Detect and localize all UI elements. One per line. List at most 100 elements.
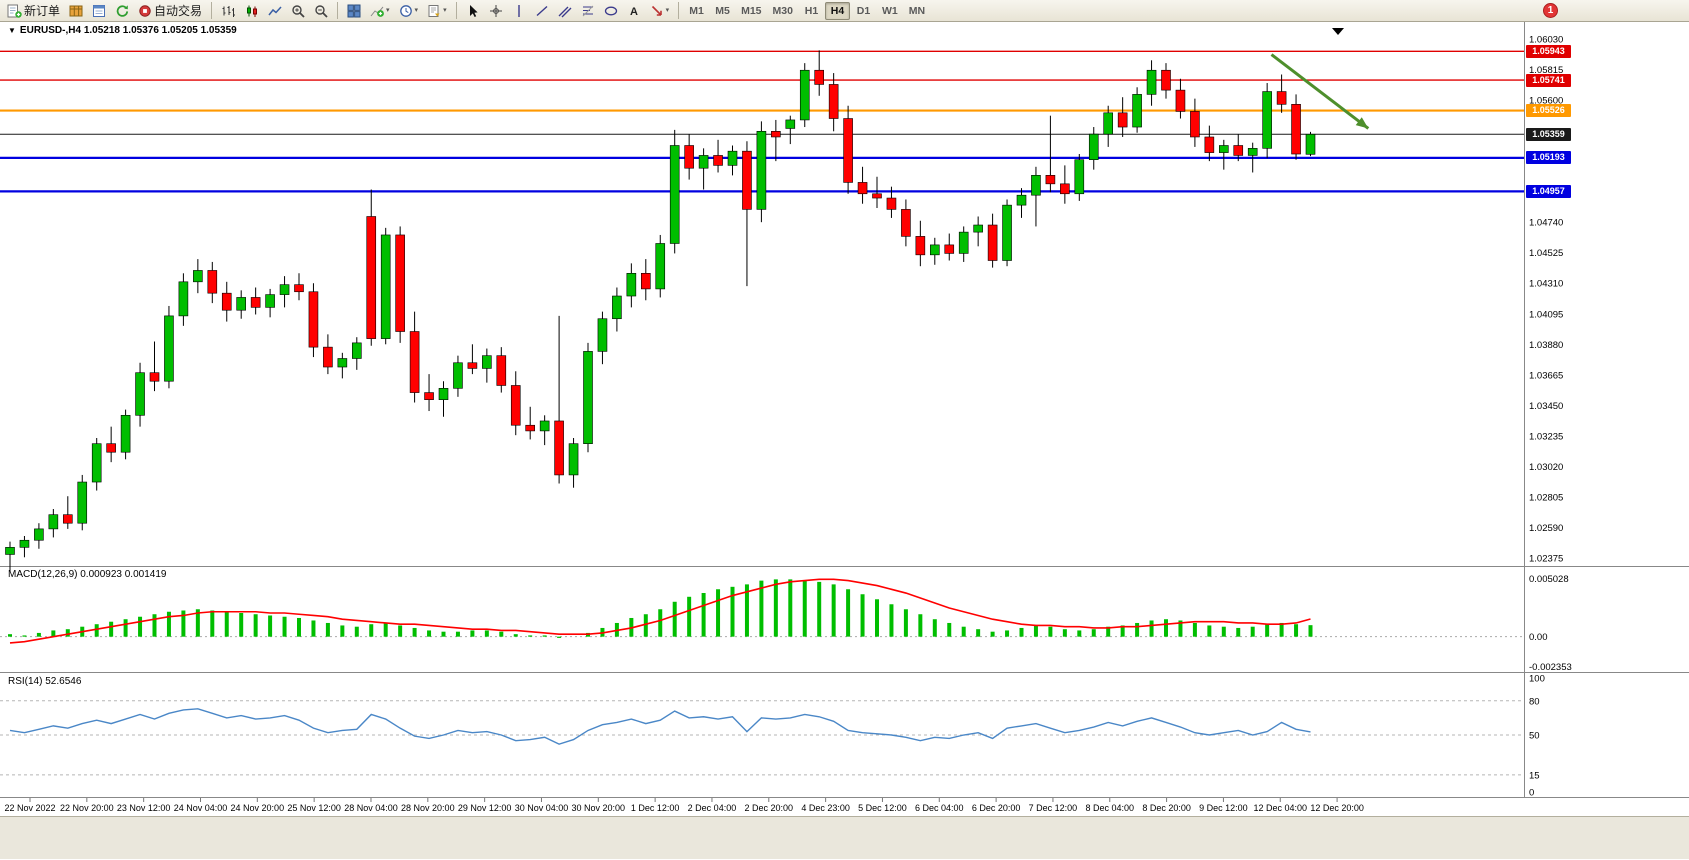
svg-text:22 Nov 2022: 22 Nov 2022 — [4, 803, 55, 813]
arrow-tool-icon — [651, 5, 662, 16]
channel-button[interactable] — [554, 1, 576, 21]
svg-text:1.03020: 1.03020 — [1529, 462, 1563, 473]
refresh-button[interactable] — [111, 1, 133, 21]
toolbar-separator — [211, 2, 213, 19]
auto-trading-icon — [139, 4, 151, 17]
price-badge: 1.05741 — [1526, 73, 1571, 87]
price-badge: 1.05359 — [1526, 127, 1571, 141]
periods-button[interactable]: ▾ — [395, 1, 423, 21]
dropdown-caret-icon: ▾ — [414, 7, 419, 14]
price-badge: 1.04957 — [1526, 184, 1571, 198]
shapes-button[interactable] — [600, 1, 622, 21]
new-order-icon — [7, 4, 22, 18]
svg-text:5 Dec 12:00: 5 Dec 12:00 — [858, 803, 907, 813]
new-order-button[interactable]: 新订单 — [3, 1, 64, 21]
svg-text:6 Dec 04:00: 6 Dec 04:00 — [915, 803, 964, 813]
clock-icon — [399, 4, 412, 17]
svg-text:A: A — [630, 6, 638, 18]
indicators-icon — [370, 6, 384, 17]
timeframe-d1-button[interactable]: D1 — [856, 4, 871, 17]
zoom-out-icon — [315, 4, 328, 18]
line-chart-button[interactable] — [264, 1, 286, 21]
svg-text:1.02375: 1.02375 — [1529, 554, 1563, 565]
price-badge: 1.05193 — [1526, 151, 1571, 165]
cursor-button[interactable] — [462, 1, 484, 21]
timeframe-m1-button[interactable]: M1 — [689, 4, 704, 17]
data-window-button[interactable] — [88, 1, 110, 21]
dropdown-caret-icon: ▾ — [443, 7, 447, 14]
svg-text:1.03880: 1.03880 — [1529, 340, 1563, 351]
svg-text:2 Dec 04:00: 2 Dec 04:00 — [688, 803, 737, 813]
cursor-icon — [469, 4, 478, 17]
svg-text:1.03235: 1.03235 — [1529, 431, 1563, 442]
toolbar-separator — [337, 2, 339, 19]
vertical-line-button[interactable] — [508, 1, 530, 21]
tile-windows-icon — [347, 4, 361, 17]
svg-text:1.04525: 1.04525 — [1529, 248, 1563, 259]
svg-text:8 Dec 04:00: 8 Dec 04:00 — [1085, 803, 1134, 813]
svg-text:1.03665: 1.03665 — [1529, 370, 1563, 381]
rsi-layer: 100 80 50 15 0 — [0, 674, 1545, 799]
trendline-icon — [536, 5, 548, 16]
chart-canvas[interactable]: 1.06030 1.05815 1.05600 1.04740 1.04525 1.043… — [0, 22, 1689, 860]
timeframe-mn-button[interactable]: MN — [908, 4, 926, 17]
fibonacci-icon — [582, 5, 593, 16]
notification-badge[interactable]: 1 — [1543, 3, 1558, 18]
dropdown-caret-icon: ▾ — [665, 7, 670, 14]
svg-text:23 Nov 12:00: 23 Nov 12:00 — [117, 803, 171, 813]
svg-text:24 Nov 20:00: 24 Nov 20:00 — [231, 803, 285, 813]
window-bottom-strip — [0, 816, 1689, 859]
dropdown-caret-icon: ▾ — [386, 7, 390, 14]
text-button[interactable]: A — [623, 1, 645, 21]
zoom-out-button[interactable] — [310, 1, 332, 21]
price-badge: 1.05943 — [1526, 44, 1571, 58]
tile-windows-button[interactable] — [343, 1, 365, 21]
svg-text:7 Dec 12:00: 7 Dec 12:00 — [1029, 803, 1078, 813]
svg-text:2 Dec 20:00: 2 Dec 20:00 — [745, 803, 794, 813]
crosshair-button[interactable] — [485, 1, 507, 21]
svg-text:1.06030: 1.06030 — [1529, 35, 1563, 46]
timeframe-w1-button[interactable]: W1 — [881, 4, 898, 17]
market-watch-button[interactable] — [65, 1, 87, 21]
zoom-in-button[interactable] — [287, 1, 309, 21]
template-icon — [428, 4, 440, 17]
svg-text:28 Nov 04:00: 28 Nov 04:00 — [344, 803, 398, 813]
templates-button[interactable]: ▾ — [423, 1, 451, 21]
candlestick-chart-icon — [247, 5, 258, 17]
timeframe-m15-button[interactable]: M15 — [741, 4, 762, 17]
fibonacci-button[interactable] — [577, 1, 599, 21]
timeframe-h4-button[interactable]: H4 — [824, 1, 850, 20]
trend-arrow-annotation — [1270, 53, 1370, 130]
timeframe-h1-button[interactable]: H1 — [804, 4, 819, 17]
channel-icon — [558, 6, 572, 17]
svg-text:12 Dec 04:00: 12 Dec 04:00 — [1253, 803, 1307, 813]
bar-chart-icon — [222, 5, 236, 17]
panel-frame — [0, 22, 1689, 798]
chart-window: 1.06030 1.05815 1.05600 1.04740 1.04525 1.043… — [0, 22, 1689, 859]
svg-text:24 Nov 04:00: 24 Nov 04:00 — [174, 803, 228, 813]
price-axis: 1.06030 1.05815 1.05600 1.04740 1.04525 1.043… — [1529, 35, 1563, 565]
svg-text:-0.002353: -0.002353 — [1529, 662, 1572, 673]
svg-text:1.05600: 1.05600 — [1529, 96, 1563, 107]
svg-text:1.04310: 1.04310 — [1529, 279, 1563, 290]
svg-text:100: 100 — [1529, 674, 1545, 685]
one-click-trading-toggle[interactable]: ▼ — [8, 26, 16, 35]
svg-text:8 Dec 20:00: 8 Dec 20:00 — [1142, 803, 1191, 813]
text-icon: A — [630, 6, 638, 18]
svg-text:0.005028: 0.005028 — [1529, 574, 1569, 585]
refresh-icon — [116, 4, 129, 17]
candlestick-chart-button[interactable] — [241, 1, 263, 21]
timeframe-m30-button[interactable]: M30 — [772, 4, 793, 17]
svg-text:28 Nov 20:00: 28 Nov 20:00 — [401, 803, 455, 813]
auto-trading-button[interactable]: 自动交易 — [134, 1, 206, 21]
indicators-button[interactable]: ▾ — [366, 1, 394, 21]
candles-layer — [5, 50, 1316, 572]
svg-text:4 Dec 23:00: 4 Dec 23:00 — [801, 803, 850, 813]
timeframe-m5-button[interactable]: M5 — [715, 4, 730, 17]
svg-text:15: 15 — [1529, 770, 1540, 781]
chart-shift-marker — [1332, 28, 1344, 35]
svg-text:1.04095: 1.04095 — [1529, 309, 1563, 320]
arrows-button[interactable]: ▾ — [646, 1, 674, 21]
bar-chart-button[interactable] — [217, 1, 240, 21]
trendline-button[interactable] — [531, 1, 553, 21]
